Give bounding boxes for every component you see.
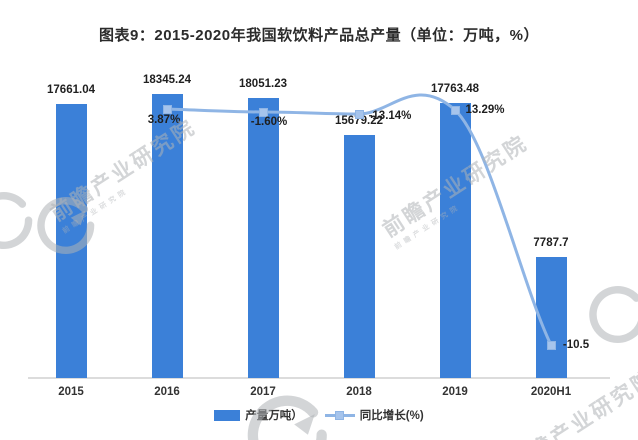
legend-line-marker-icon bbox=[334, 410, 344, 420]
bar-2016 bbox=[151, 94, 183, 378]
growth-label-2018: -13.14% bbox=[368, 110, 412, 122]
bar-2019 bbox=[439, 103, 471, 378]
legend-item-growth: 同比增长(%) bbox=[324, 407, 424, 423]
x-label-2016: 2016 bbox=[154, 386, 180, 398]
legend-label-growth: 同比增长(%) bbox=[359, 410, 424, 422]
x-label-2017: 2017 bbox=[250, 386, 276, 398]
x-label-2018: 2018 bbox=[346, 386, 372, 398]
legend-label-production: 产量万吨） bbox=[245, 410, 303, 422]
growth-marker-2019 bbox=[450, 105, 460, 115]
x-axis-line bbox=[28, 377, 610, 379]
bar-value-2016: 18345.24 bbox=[143, 74, 191, 86]
bar-value-2015: 17661.04 bbox=[47, 84, 95, 96]
bar-value-2017: 18051.23 bbox=[239, 78, 287, 90]
growth-label-2020H1: -10.5 bbox=[562, 339, 590, 351]
growth-marker-2018 bbox=[354, 109, 364, 119]
bar-2018 bbox=[343, 135, 375, 378]
legend-bar-swatch bbox=[214, 409, 241, 421]
x-label-2019: 2019 bbox=[442, 386, 468, 398]
bar-value-2019: 17763.48 bbox=[431, 83, 479, 95]
bar-2015 bbox=[55, 104, 87, 378]
watermark-logo-icon bbox=[588, 282, 638, 344]
growth-marker-2020H1 bbox=[546, 340, 556, 350]
bar-value-2020H1: 7787.7 bbox=[533, 237, 569, 249]
growth-label-2016: 3.87% bbox=[147, 114, 181, 126]
growth-marker-2016 bbox=[162, 104, 172, 114]
growth-label-2019: 13.29% bbox=[465, 104, 505, 116]
legend-line-swatch bbox=[324, 410, 355, 420]
growth-label-2017: -1.60% bbox=[250, 116, 288, 128]
x-label-2015: 2015 bbox=[58, 386, 84, 398]
growth-marker-2017 bbox=[258, 107, 268, 117]
bar-2017 bbox=[247, 98, 279, 378]
x-label-2020H1: 2020H1 bbox=[530, 386, 572, 398]
watermark-text: 前瞻产业研究院 bbox=[506, 365, 638, 440]
chart-title: 图表9：2015-2020年我国软饮料产品总产量（单位：万吨，%） bbox=[99, 27, 539, 44]
bar-2020H1 bbox=[535, 257, 567, 378]
legend-item-production: 产量万吨） bbox=[214, 407, 303, 423]
watermark-logo-icon bbox=[0, 188, 36, 250]
legend: 产量万吨） 同比增长(%) bbox=[0, 407, 638, 423]
